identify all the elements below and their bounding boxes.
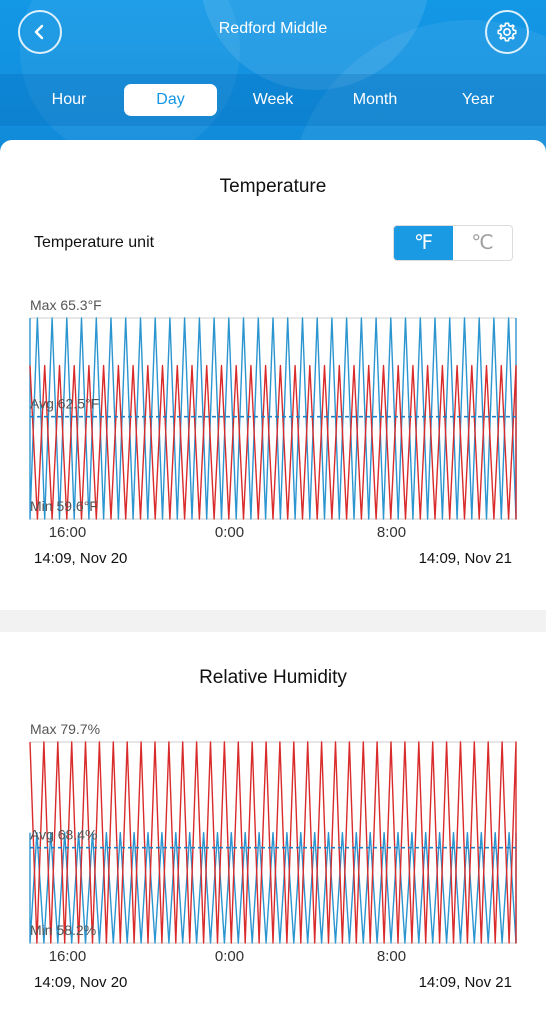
temperature-chart: Max 65.3°F Avg 62.5°F Min 59.6°F 16:00 0:00 8… [29, 297, 517, 541]
temperature-title: Temperature [219, 176, 327, 197]
temperature-card: Temperature Temperature unit ℉ ℃ Max 65.… [0, 140, 546, 610]
chart-x-tick-label: 8:00 [377, 948, 406, 964]
tab-year[interactable]: Year [461, 91, 495, 108]
humidity-end-date: 14:09, Nov 21 [418, 974, 512, 991]
chart-series-line [29, 364, 517, 520]
chart-min-label: Min 58.2% [30, 922, 96, 938]
tab-hour[interactable]: Hour [51, 91, 87, 108]
title-bar: Redford Middle [0, 8, 546, 56]
tab-day[interactable]: Day [124, 84, 217, 116]
back-button[interactable] [18, 10, 62, 54]
time-range-tabs: Hour Day Week Month Year [0, 74, 546, 126]
temperature-unit-label: Temperature unit [34, 234, 155, 251]
chart-series-line [29, 741, 517, 944]
chart-max-label: Max 65.3°F [30, 297, 102, 313]
chevron-left-icon [34, 24, 44, 40]
humidity-start-date: 14:09, Nov 20 [34, 974, 128, 991]
chart-min-label: Min 59.6°F [30, 498, 98, 514]
settings-button[interactable] [485, 10, 529, 54]
chart-max-label: Max 79.7% [30, 721, 100, 737]
chart-x-tick-label: 16:00 [49, 948, 87, 964]
chart-avg-label: Avg 68.4% [30, 827, 97, 843]
chart-avg-label: Avg 62.5°F [30, 396, 99, 412]
celsius-option[interactable]: ℃ [471, 232, 494, 254]
app-header: Redford Middle Hour Day Week Month Year [0, 0, 546, 160]
temperature-end-date: 14:09, Nov 21 [418, 550, 512, 567]
tab-month[interactable]: Month [352, 91, 398, 108]
humidity-chart: Max 79.7% Avg 68.4% Min 58.2% 16:00 0:00 8:00 [29, 721, 517, 964]
temperature-unit-toggle: ℉ ℃ [393, 225, 513, 261]
page-title: Redford Middle [218, 20, 328, 37]
chart-x-tick-label: 0:00 [215, 948, 244, 964]
chart-x-tick-label: 8:00 [377, 524, 406, 541]
fahrenheit-option[interactable]: ℉ [394, 226, 453, 260]
temperature-start-date: 14:09, Nov 20 [34, 550, 128, 567]
chart-series-line [29, 317, 517, 520]
humidity-card: Relative Humidity Max 79.7% Avg 68.4% Min … [0, 632, 546, 1024]
humidity-title: Relative Humidity [199, 667, 347, 688]
tab-week[interactable]: Week [252, 91, 294, 108]
chart-x-tick-label: 0:00 [215, 524, 244, 541]
chart-series-line [29, 832, 517, 944]
gear-icon [497, 22, 517, 42]
chart-x-tick-label: 16:00 [49, 524, 87, 541]
